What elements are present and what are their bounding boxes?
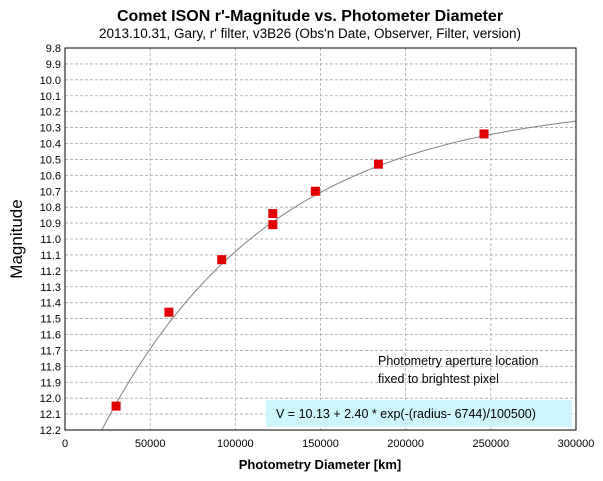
data-point — [310, 186, 320, 196]
y-tick-labels: 9.8 9.9 10.0 10.1 10.2 10.3 10.4 10.5 10.6 10.7 10… — [40, 43, 61, 437]
y-tick-label: 9.8 — [46, 43, 61, 55]
y-tick-label: 10.7 — [40, 186, 61, 198]
y-tick-label: 10.1 — [40, 91, 61, 103]
chart-subtitle: 2013.10.31, Gary, r' filter, v3B26 (Obs'… — [99, 26, 521, 41]
y-tick-label: 10.0 — [40, 75, 61, 87]
y-tick-label: 10.9 — [40, 218, 61, 230]
fit-curve-group — [101, 120, 577, 431]
y-tick-label: 11.5 — [40, 314, 61, 326]
data-point — [268, 220, 278, 230]
y-tick-label: 10.6 — [40, 170, 61, 182]
x-tick-label: 100000 — [217, 438, 254, 450]
y-tick-label: 11.8 — [40, 361, 61, 373]
y-tick-label: 10.3 — [40, 123, 61, 135]
y-tick-label: 12.1 — [40, 409, 61, 421]
y-tick-label: 11.9 — [40, 377, 61, 389]
y-tick-label: 11.3 — [40, 282, 61, 294]
data-point — [268, 209, 278, 219]
x-tick-label: 200000 — [387, 438, 424, 450]
annotation-line-2: fixed to brightest pixel — [378, 372, 499, 386]
fit-curve — [101, 120, 577, 431]
data-point — [217, 255, 227, 265]
chart-title: Comet ISON r'-Magnitude vs. Photometer D… — [117, 8, 503, 25]
x-tick-label: 150000 — [302, 438, 339, 450]
grid-lines — [65, 48, 576, 430]
y-tick-label: 11.7 — [40, 345, 61, 357]
x-axis-label: Photometry Diameter [km] — [239, 457, 402, 472]
data-point — [164, 307, 174, 317]
data-point — [111, 401, 121, 411]
y-tick-label: 11.6 — [40, 330, 61, 342]
y-tick-label: 9.9 — [46, 59, 61, 71]
y-tick-label: 12.2 — [40, 425, 61, 437]
formula-box: V = 10.13 + 2.40 * exp(-(radius- 6744)/1… — [266, 400, 572, 427]
y-tick-label: 10.4 — [40, 139, 61, 151]
y-tick-label: 10.5 — [40, 154, 61, 166]
annotation: Photometry aperture location fixed to br… — [378, 354, 539, 386]
data-points — [111, 129, 489, 411]
formula-background — [266, 400, 572, 427]
y-tick-label: 11.4 — [40, 298, 61, 310]
y-axis-label: Magnitude — [7, 199, 26, 278]
data-point — [373, 159, 383, 169]
y-tick-label: 11.1 — [40, 250, 61, 262]
plot-frame — [64, 47, 577, 431]
x-tick-label: 250000 — [472, 438, 509, 450]
x-tick-label: 300000 — [558, 438, 595, 450]
annotation-line-1: Photometry aperture location — [378, 354, 539, 368]
y-tick-label: 10.2 — [40, 107, 61, 119]
data-point — [479, 129, 489, 139]
x-tick-label: 0 — [62, 438, 68, 450]
y-tick-label: 12.0 — [40, 393, 61, 405]
y-tick-label: 11.2 — [40, 266, 61, 278]
y-tick-label: 11.0 — [40, 234, 61, 246]
x-tick-label: 50000 — [135, 438, 166, 450]
x-tick-labels: 0 50000 100000 150000 200000 250000 300000 — [62, 438, 594, 450]
fit-formula: V = 10.13 + 2.40 * exp(-(radius- 6744)/1… — [276, 407, 536, 421]
y-tick-label: 10.8 — [40, 202, 61, 214]
